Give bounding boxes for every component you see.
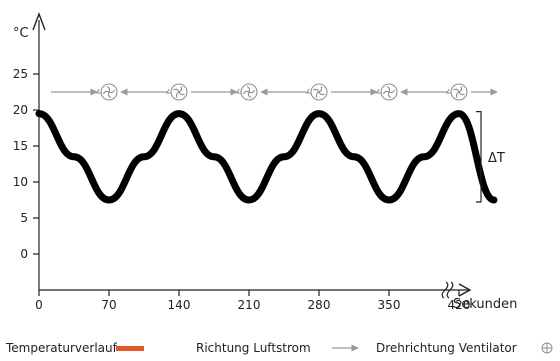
x-tick-label: 140: [168, 298, 191, 312]
x-ticks: 0 70 140 210 280 350 420: [35, 290, 470, 312]
airflow-layer: [51, 83, 498, 101]
delta-bracket-line: [476, 111, 482, 203]
legend-label-fan: Drehrichtung Ventilator: [376, 341, 517, 355]
x-axis-arrowhead: [458, 283, 472, 297]
fan-icon: [96, 83, 118, 101]
x-tick-label: 0: [35, 298, 43, 312]
series-layer: [35, 110, 498, 204]
fan-icon: [166, 83, 188, 101]
y-axis-arrowhead: [32, 12, 46, 31]
legend-item-temperature: Temperaturverlauf: [5, 341, 144, 355]
y-tick-label: 10: [13, 175, 28, 189]
fan-icon: [376, 83, 398, 101]
y-tick-label: 0: [20, 247, 28, 261]
legend-swatch-temperature: [116, 346, 144, 351]
delta-t-bracket: ΔT: [476, 111, 505, 203]
fan-icon: [306, 83, 328, 101]
delta-t-label: ΔT: [488, 151, 505, 166]
x-tick-label: 280: [308, 298, 331, 312]
y-ticks: 0 5 10 15 20 25: [13, 67, 39, 261]
x-axis-label: Sekunden: [453, 297, 517, 312]
y-axis-label: °C: [13, 26, 29, 41]
axis-break-icon: [441, 281, 454, 299]
y-tick-label: 5: [20, 211, 28, 225]
x-tick-label: 210: [238, 298, 261, 312]
fan-icon: [541, 342, 553, 354]
temperature-curve: [35, 110, 498, 204]
legend-item-airflow: Richtung Luftstrom: [196, 341, 359, 355]
y-tick-label: 15: [13, 139, 28, 153]
x-tick-label: 420: [448, 298, 471, 312]
legend-item-fan: Drehrichtung Ventilator: [376, 341, 553, 355]
legend-label-airflow: Richtung Luftstrom: [196, 341, 311, 355]
fan-icon: [236, 83, 258, 101]
fan-icon: [446, 83, 468, 101]
x-tick-label: 350: [378, 298, 401, 312]
legend: Temperaturverlauf Richtung Luftstrom Dre…: [5, 341, 553, 355]
x-tick-label: 70: [101, 298, 116, 312]
axes: [32, 12, 472, 299]
y-tick-label: 25: [13, 67, 28, 81]
y-tick-label: 20: [13, 103, 28, 117]
legend-label-temperature: Temperaturverlauf: [5, 341, 118, 355]
